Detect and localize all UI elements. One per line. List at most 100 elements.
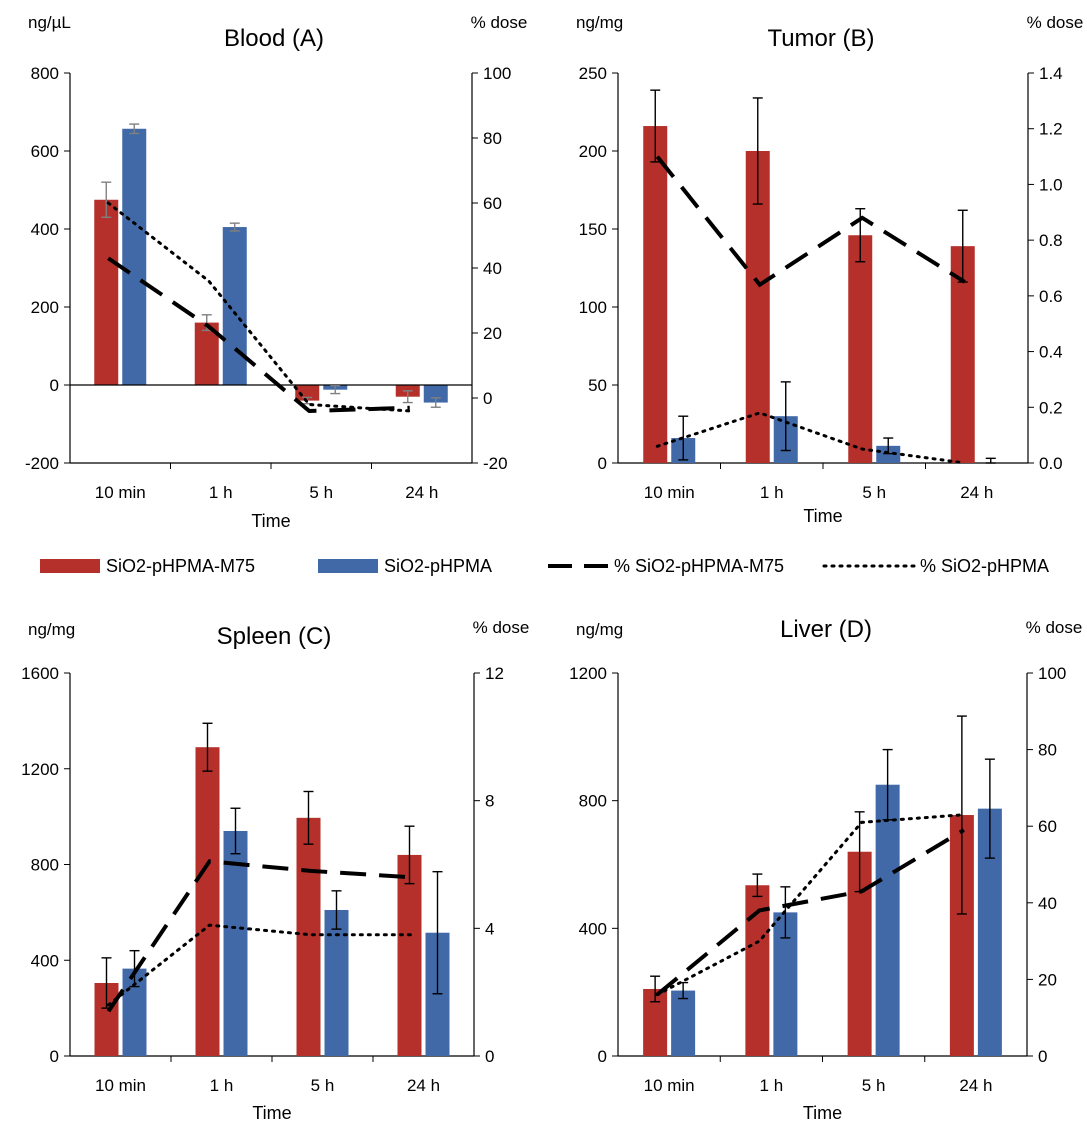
error-bar (752, 873, 763, 898)
y2-tick-label: 80 (483, 129, 502, 148)
error-bar (985, 457, 996, 464)
legend-swatch-phpma (318, 559, 378, 573)
series-line-m75-dose (106, 859, 412, 1013)
y-tick-label: 800 (31, 64, 59, 83)
y-axis-right-unit: % dose (471, 13, 528, 32)
y-tick-label: 400 (31, 951, 59, 970)
y-tick-label: 50 (588, 376, 607, 395)
chart-panel-1: Blood (A)ng/µL% dose-2000200400600800-20… (25, 13, 527, 531)
error-bar (230, 807, 241, 855)
error-bar (229, 222, 240, 232)
y-tick-label: 1600 (21, 664, 59, 683)
y2-tick-label: 0 (1038, 1047, 1047, 1066)
series-line-phpma-dose (655, 411, 967, 465)
series-line-phpma-dose (107, 923, 413, 1007)
y2-tick-label: -20 (483, 454, 508, 473)
x-axis-label: Time (251, 511, 290, 531)
bar-phpma (671, 990, 696, 1056)
x-tick-label: 10 min (95, 483, 146, 502)
x-tick-label: 5 h (862, 1076, 886, 1095)
y2-tick-label: 0 (483, 389, 492, 408)
y2-tick-label: 12 (485, 664, 504, 683)
y2-tick-label: 0.6 (1039, 287, 1063, 306)
bar-m75 (295, 385, 320, 401)
error-bar (404, 825, 415, 885)
y-tick-label: 800 (579, 792, 607, 811)
series-line-phpma-dose (106, 201, 412, 413)
y2-tick-label: 1.0 (1039, 175, 1063, 194)
error-bar (129, 949, 140, 988)
y2-tick-label: 1.2 (1039, 120, 1063, 139)
chart-panel-4: Liver (D) ng/mg % dose 0 400 800 1200 0 20 40 60 80… (569, 616, 1082, 1122)
error-bar (330, 385, 341, 395)
series-line-m75-dose (655, 828, 965, 997)
x-tick-label: 1 h (760, 1076, 784, 1095)
error-bar (331, 890, 342, 930)
y-axis-right-unit: % dose (1026, 618, 1083, 637)
y2-tick-label: 60 (1038, 817, 1057, 836)
y-tick-label: 0 (598, 454, 607, 473)
chart-title: Liver (D) (780, 616, 872, 643)
x-tick-label: 24 h (407, 1076, 440, 1095)
y-tick-label: 200 (579, 142, 607, 161)
legend-label-phpma: SiO2-pHPMA (384, 556, 492, 576)
y-tick-label: 400 (579, 919, 607, 938)
bar-phpma (875, 784, 900, 1056)
x-axis-label: Time (803, 1103, 842, 1122)
error-bar (201, 314, 212, 332)
y2-tick-label: 0.2 (1039, 398, 1063, 417)
chart-panel-3: Spleen (C) ng/mg % dose 0 400 800 1200 1600 0 4 8 1… (21, 618, 529, 1122)
error-bar (650, 975, 661, 1003)
bar-m75 (643, 126, 668, 463)
y-axis-left-unit: ng/mg (576, 620, 623, 639)
y-tick-label: 400 (31, 220, 59, 239)
y2-tick-label: 1.4 (1039, 64, 1063, 83)
y-axis-left-unit: ng/µL (28, 13, 71, 32)
x-tick-label: 10 min (95, 1076, 146, 1095)
legend: SiO2-pHPMA-M75 SiO2-pHPMA % SiO2-pHPMA-M75… (40, 556, 1049, 576)
bar-m75 (397, 854, 422, 1056)
bar-phpma (122, 128, 147, 385)
y-tick-label: -200 (25, 454, 59, 473)
y-tick-label: 1200 (21, 760, 59, 779)
y2-tick-label: 60 (483, 194, 502, 213)
bar-phpma (324, 909, 349, 1056)
y-tick-label: 200 (31, 298, 59, 317)
x-axis-label: Time (252, 1103, 291, 1122)
y2-tick-label: 100 (483, 64, 511, 83)
x-tick-label: 24 h (960, 483, 993, 502)
legend-label-phpma-dose: % SiO2-pHPMA (920, 556, 1049, 576)
y2-tick-label: 80 (1038, 741, 1057, 760)
x-tick-label: 5 h (862, 483, 886, 502)
x-tick-label: 24 h (405, 483, 438, 502)
y2-tick-label: 4 (485, 919, 494, 938)
x-tick-label: 1 h (209, 483, 233, 502)
error-bar (202, 722, 213, 772)
y2-tick-label: 40 (1038, 894, 1057, 913)
y2-tick-label: 100 (1038, 664, 1066, 683)
legend-swatch-m75 (40, 559, 100, 573)
bar-m75 (94, 199, 119, 385)
y-tick-label: 1200 (569, 664, 607, 683)
error-bar (101, 181, 112, 219)
y2-tick-label: 20 (483, 324, 502, 343)
y2-tick-label: 0.8 (1039, 231, 1063, 250)
y-axis-right-unit: % dose (473, 618, 530, 637)
y-axis-left-unit: ng/mg (576, 13, 623, 32)
y-tick-label: 800 (31, 856, 59, 875)
legend-label-m75: SiO2-pHPMA-M75 (106, 556, 255, 576)
y-tick-label: 0 (50, 376, 59, 395)
y2-tick-label: 0 (485, 1047, 494, 1066)
y2-tick-label: 0.4 (1039, 343, 1063, 362)
y-axis-right-unit: % dose (1027, 13, 1084, 32)
error-bar (956, 715, 967, 915)
error-bar (984, 758, 995, 859)
x-tick-label: 1 h (210, 1076, 234, 1095)
error-bar (129, 123, 140, 135)
error-bar (752, 97, 763, 205)
y-axis-left-unit: ng/mg (28, 620, 75, 639)
series-line-m75-dose (655, 155, 966, 288)
bar-phpma (876, 445, 901, 463)
error-bar (303, 790, 314, 845)
